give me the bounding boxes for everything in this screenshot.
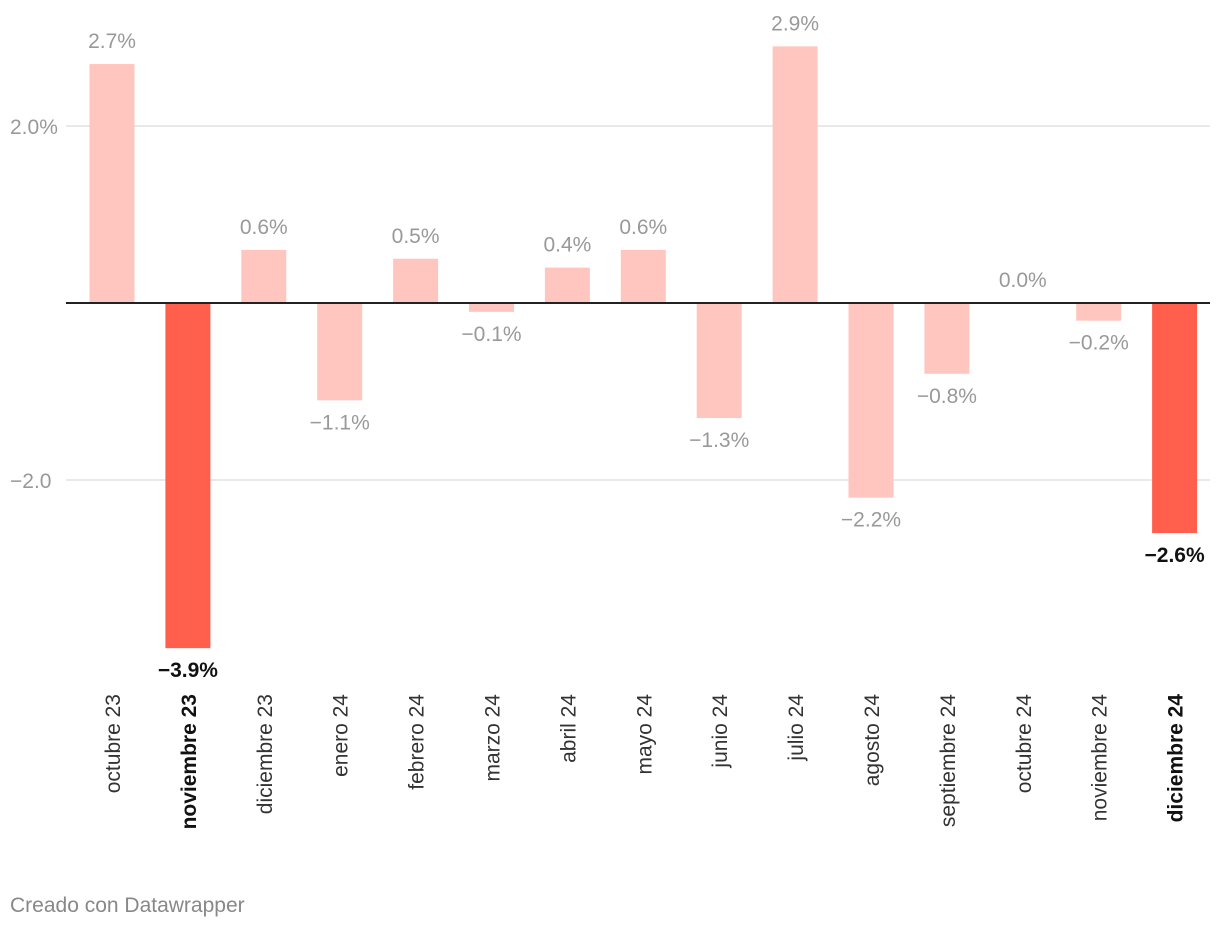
category-label: junio 24 [709,694,732,769]
bar [89,64,135,303]
bar [469,303,514,312]
bar [317,303,363,401]
bar [924,303,970,374]
category-label: octubre 24 [1013,694,1036,794]
value-label: 0.6% [619,216,667,239]
value-label: 0.5% [392,225,440,248]
value-labels: 2.7% −3.9% 0.6% −1.1% 0.5% −0.1% 0.4% 0.6% −1.3%… [88,12,1205,682]
category-label: mayo 24 [633,694,656,775]
value-label: 0.0% [999,269,1047,292]
value-label: 0.6% [240,216,288,239]
category-label: noviembre 23 [178,694,201,829]
value-label: 2.7% [88,30,136,53]
category-label: noviembre 24 [1089,694,1112,822]
bars [89,46,1198,649]
category-label: julio 24 [785,694,808,762]
value-label: −2.2% [841,509,901,532]
category-label: agosto 24 [861,694,884,787]
category-label: octubre 23 [102,694,125,793]
gridlines [66,125,1210,481]
bar [165,303,211,649]
bar [1076,303,1122,321]
bar [1152,303,1198,534]
value-label: 2.9% [771,12,819,35]
value-label: −0.8% [917,385,977,408]
category-label: septiembre 24 [937,694,960,827]
y-tick-label: 2.0% [10,116,58,139]
bar [544,267,590,303]
bar [393,258,439,303]
value-label: −0.2% [1069,332,1129,355]
value-label: −1.1% [310,411,370,434]
category-label: diciembre 23 [254,694,277,814]
value-label: 0.4% [543,234,591,257]
value-label: −3.9% [158,659,218,682]
category-label: enero 24 [330,694,353,777]
bar [241,249,287,303]
value-label: −0.1% [461,323,521,346]
category-labels: octubre 23 noviembre 23 diciembre 23 enero … [102,694,1188,830]
y-axis-ticks: 2.0% −2.0 [10,116,58,493]
bar [848,303,894,498]
value-label: −2.6% [1145,544,1205,567]
category-label: febrero 24 [406,694,429,790]
y-tick-label: −2.0 [10,470,51,493]
category-label: diciembre 24 [1165,694,1188,823]
bar [620,249,666,303]
footer-credit: Creado con Datawrapper [10,894,245,917]
category-label: marzo 24 [482,694,505,782]
category-label: abril 24 [557,694,580,763]
bar-chart: 2.0% −2.0 2.7% −3.9% 0.6% −1.1% 0.5% −0.1% 0.4%… [10,12,1210,830]
bar [696,303,742,419]
bar [772,46,818,303]
value-label: −1.3% [689,429,749,452]
